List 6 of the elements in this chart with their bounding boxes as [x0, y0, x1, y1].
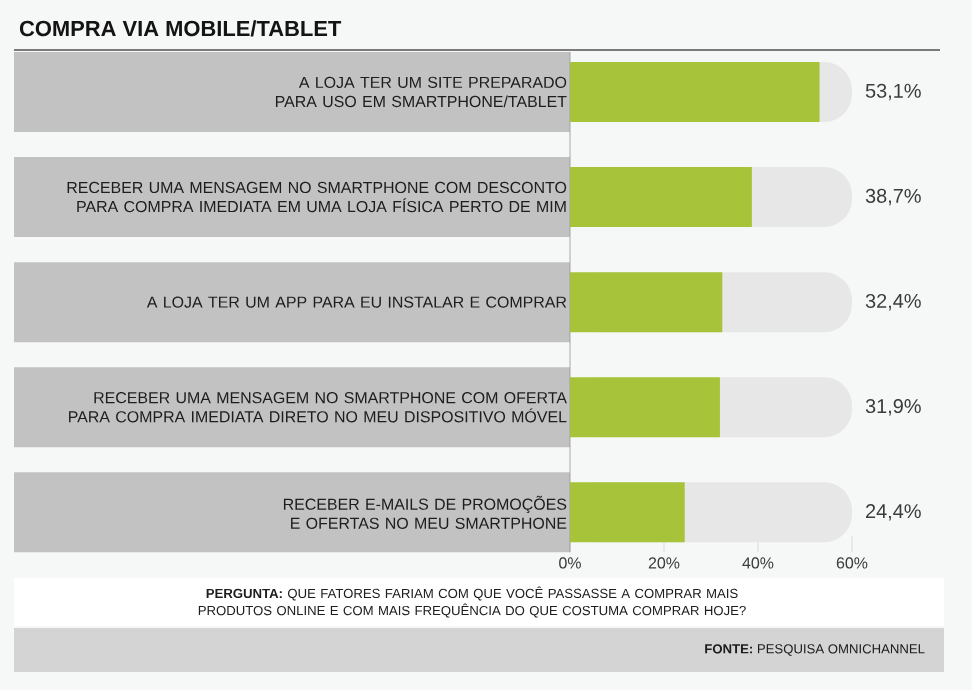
- data-label: 38,7%: [865, 188, 921, 206]
- data-label: 32,4%: [865, 293, 921, 311]
- data-label: 53,1%: [865, 83, 921, 101]
- data-label: 31,9%: [865, 399, 921, 416]
- text: COMPRA VIA MOBILE/TABLET: [19, 20, 342, 37]
- data-label: 24,4%: [866, 504, 921, 521]
